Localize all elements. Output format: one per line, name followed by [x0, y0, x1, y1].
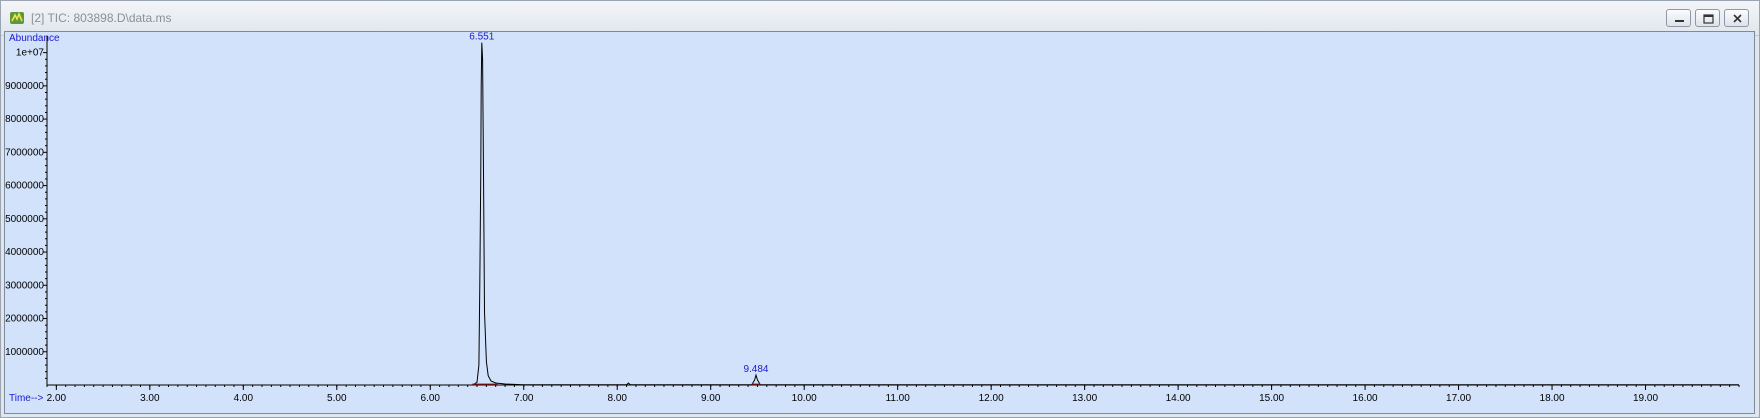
x-tick-label: 10.00 — [792, 393, 817, 404]
x-tick-label: 9.00 — [701, 393, 721, 404]
y-tick-label: 9000000 — [5, 81, 44, 92]
axes: 1000000 2000000 3000000 4000000 5000000 60000… — [5, 33, 1740, 404]
y-tick-label: 5000000 — [5, 214, 44, 225]
chart-marks: 6.551 9.484 — [47, 32, 1739, 386]
x-tick-label: 18.00 — [1540, 393, 1565, 404]
window-title: [2] TIC: 803898.D\data.ms — [31, 11, 172, 25]
x-tick-label: 8.00 — [607, 393, 627, 404]
tic-chart[interactable]: 1000000 2000000 3000000 4000000 5000000 60000… — [4, 31, 1755, 414]
title-bar[interactable]: [2] TIC: 803898.D\data.ms — [1, 1, 1759, 36]
x-tick-label: 17.00 — [1446, 393, 1471, 404]
x-tick-label: 7.00 — [514, 393, 534, 404]
y-tick-label: 3000000 — [5, 280, 44, 291]
y-tick-label: 8000000 — [5, 114, 44, 125]
y-tick-label: 6000000 — [5, 181, 44, 192]
x-tick-label: 11.00 — [886, 393, 911, 404]
minimize-button[interactable] — [1666, 9, 1691, 27]
x-tick-label: 5.00 — [327, 393, 347, 404]
y-tick-label: 1e+07 — [16, 48, 45, 59]
peak-label: 9.484 — [743, 364, 768, 375]
x-tick-label: 13.00 — [1072, 393, 1097, 404]
close-button[interactable] — [1724, 9, 1749, 27]
x-axis-title: Time--> — [9, 393, 44, 404]
x-tick-label: 3.00 — [140, 393, 160, 404]
y-tick-label: 7000000 — [5, 147, 44, 158]
x-tick-label: 2.00 — [47, 393, 67, 404]
tic-trace-line — [47, 42, 1739, 386]
y-axis-title: Abundance — [9, 33, 60, 44]
x-tick-label: 6.00 — [421, 393, 441, 404]
x-tick-label: 19.00 — [1633, 393, 1658, 404]
x-tick-label: 12.00 — [979, 393, 1004, 404]
app-icon — [10, 11, 24, 24]
restore-button[interactable] — [1695, 9, 1720, 27]
y-tick-label: 2000000 — [5, 314, 44, 325]
restore-icon — [1703, 14, 1714, 24]
x-tick-label: 15.00 — [1259, 393, 1284, 404]
x-tick-label: 4.00 — [234, 393, 254, 404]
close-icon — [1733, 14, 1742, 23]
x-tick-label: 14.00 — [1166, 393, 1191, 404]
minimize-icon — [1675, 20, 1684, 22]
y-tick-label: 4000000 — [5, 247, 44, 258]
peak-label: 6.551 — [469, 32, 494, 43]
x-tick-label: 16.00 — [1353, 393, 1378, 404]
plot-area — [4, 31, 1755, 414]
y-tick-label: 1000000 — [5, 347, 44, 358]
